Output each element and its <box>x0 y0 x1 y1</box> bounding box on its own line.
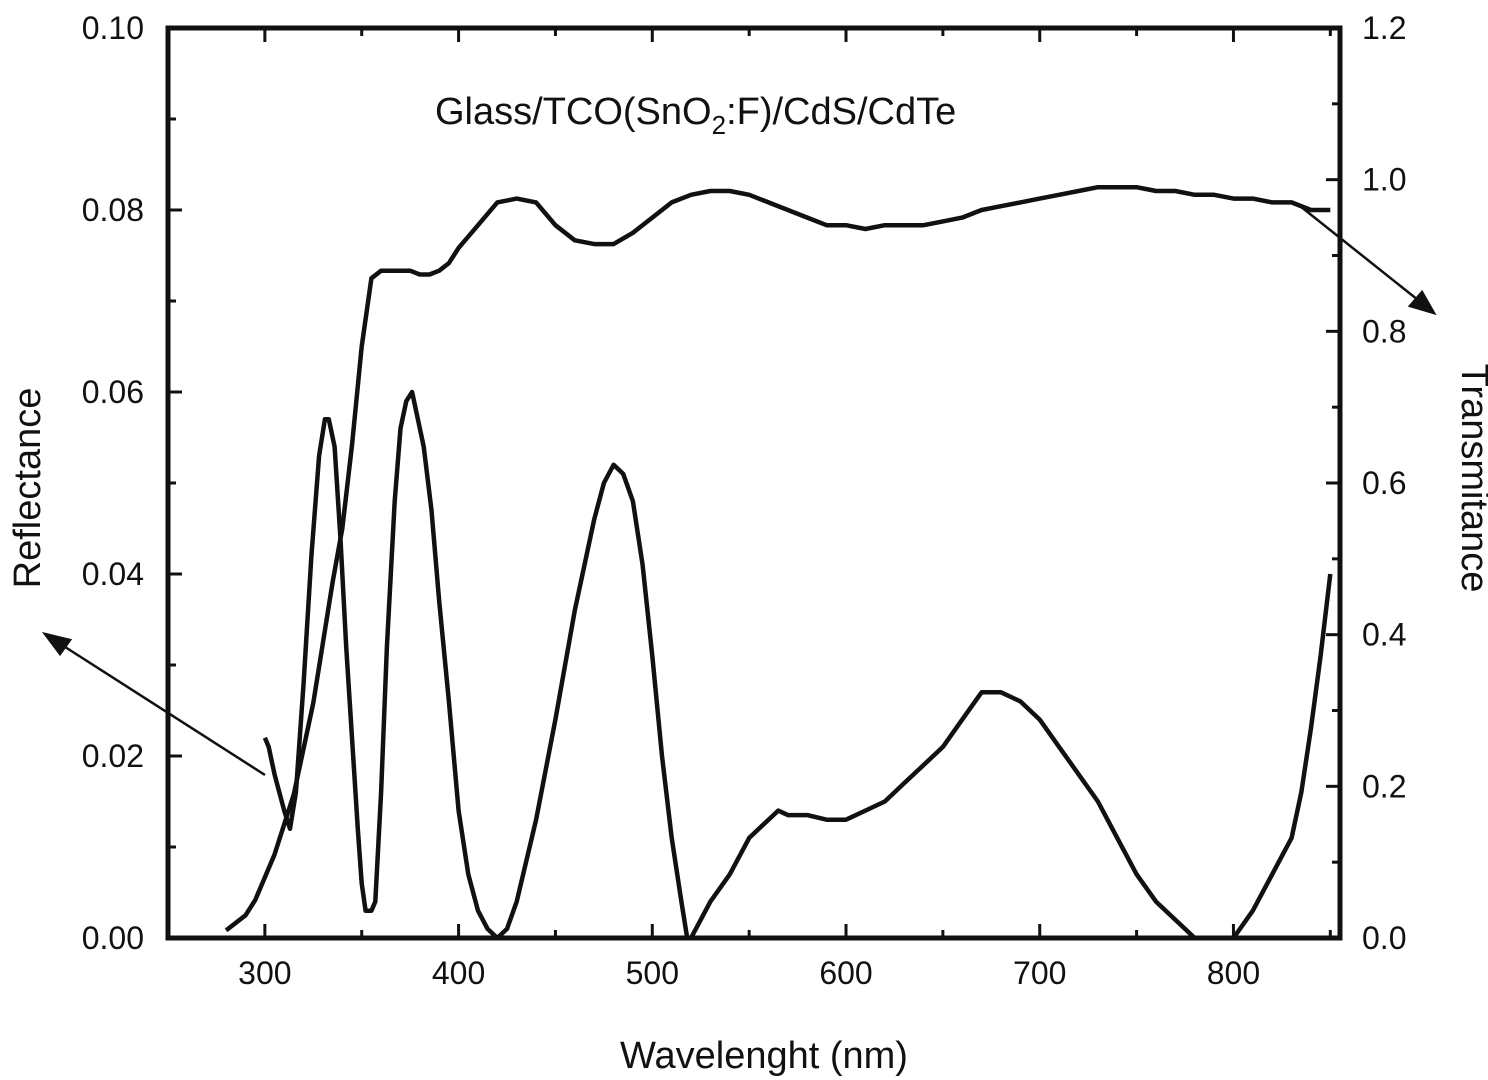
y-right-tick-label: 1.2 <box>1362 10 1406 46</box>
y-right-tick-label: 0.4 <box>1362 617 1406 653</box>
y-left-tick-label: 0.10 <box>82 10 144 46</box>
y-left-tick-label: 0.08 <box>82 192 144 228</box>
transmitance-line <box>224 184 1331 933</box>
tick-labels: 300 400 500 600 700 800 0.00 0.02 0.04 0.06 0.08 0.… <box>82 10 1407 991</box>
x-tick-label: 500 <box>626 955 679 991</box>
left-axis-title: Reflectance <box>7 388 49 589</box>
x-tick-label: 600 <box>819 955 872 991</box>
y-left-tick-label: 0.06 <box>82 374 144 410</box>
plot-frame <box>165 25 1343 941</box>
right-axis-title: Transmitance <box>1453 364 1488 593</box>
transmitance-arrow <box>1299 205 1437 316</box>
y-left-tick-label: 0.00 <box>82 920 144 956</box>
y-right-tick-label: 0.2 <box>1362 768 1406 804</box>
x-tick-label: 800 <box>1207 955 1260 991</box>
x-axis-title: Wavelenght (nm) <box>620 1035 908 1077</box>
x-tick-label: 300 <box>238 955 291 991</box>
y-left-tick-label: 0.04 <box>82 556 144 592</box>
reflectance-line <box>262 389 1333 941</box>
chart-title: Glass/TCO(SnO2:F)/CdS/CdTe <box>435 91 956 140</box>
x-tick-label: 400 <box>432 955 485 991</box>
y-left-tick-label: 0.02 <box>82 738 144 774</box>
y-right-tick-label: 0.6 <box>1362 465 1406 501</box>
x-tick-label: 700 <box>1013 955 1066 991</box>
reflectance-arrow <box>41 631 266 777</box>
y-right-tick-label: 1.0 <box>1362 162 1406 198</box>
y-right-tick-label: 0.8 <box>1362 313 1406 349</box>
tick-marks <box>166 26 1340 940</box>
y-right-tick-label: 0.0 <box>1362 920 1406 956</box>
data-lines <box>224 184 1333 941</box>
